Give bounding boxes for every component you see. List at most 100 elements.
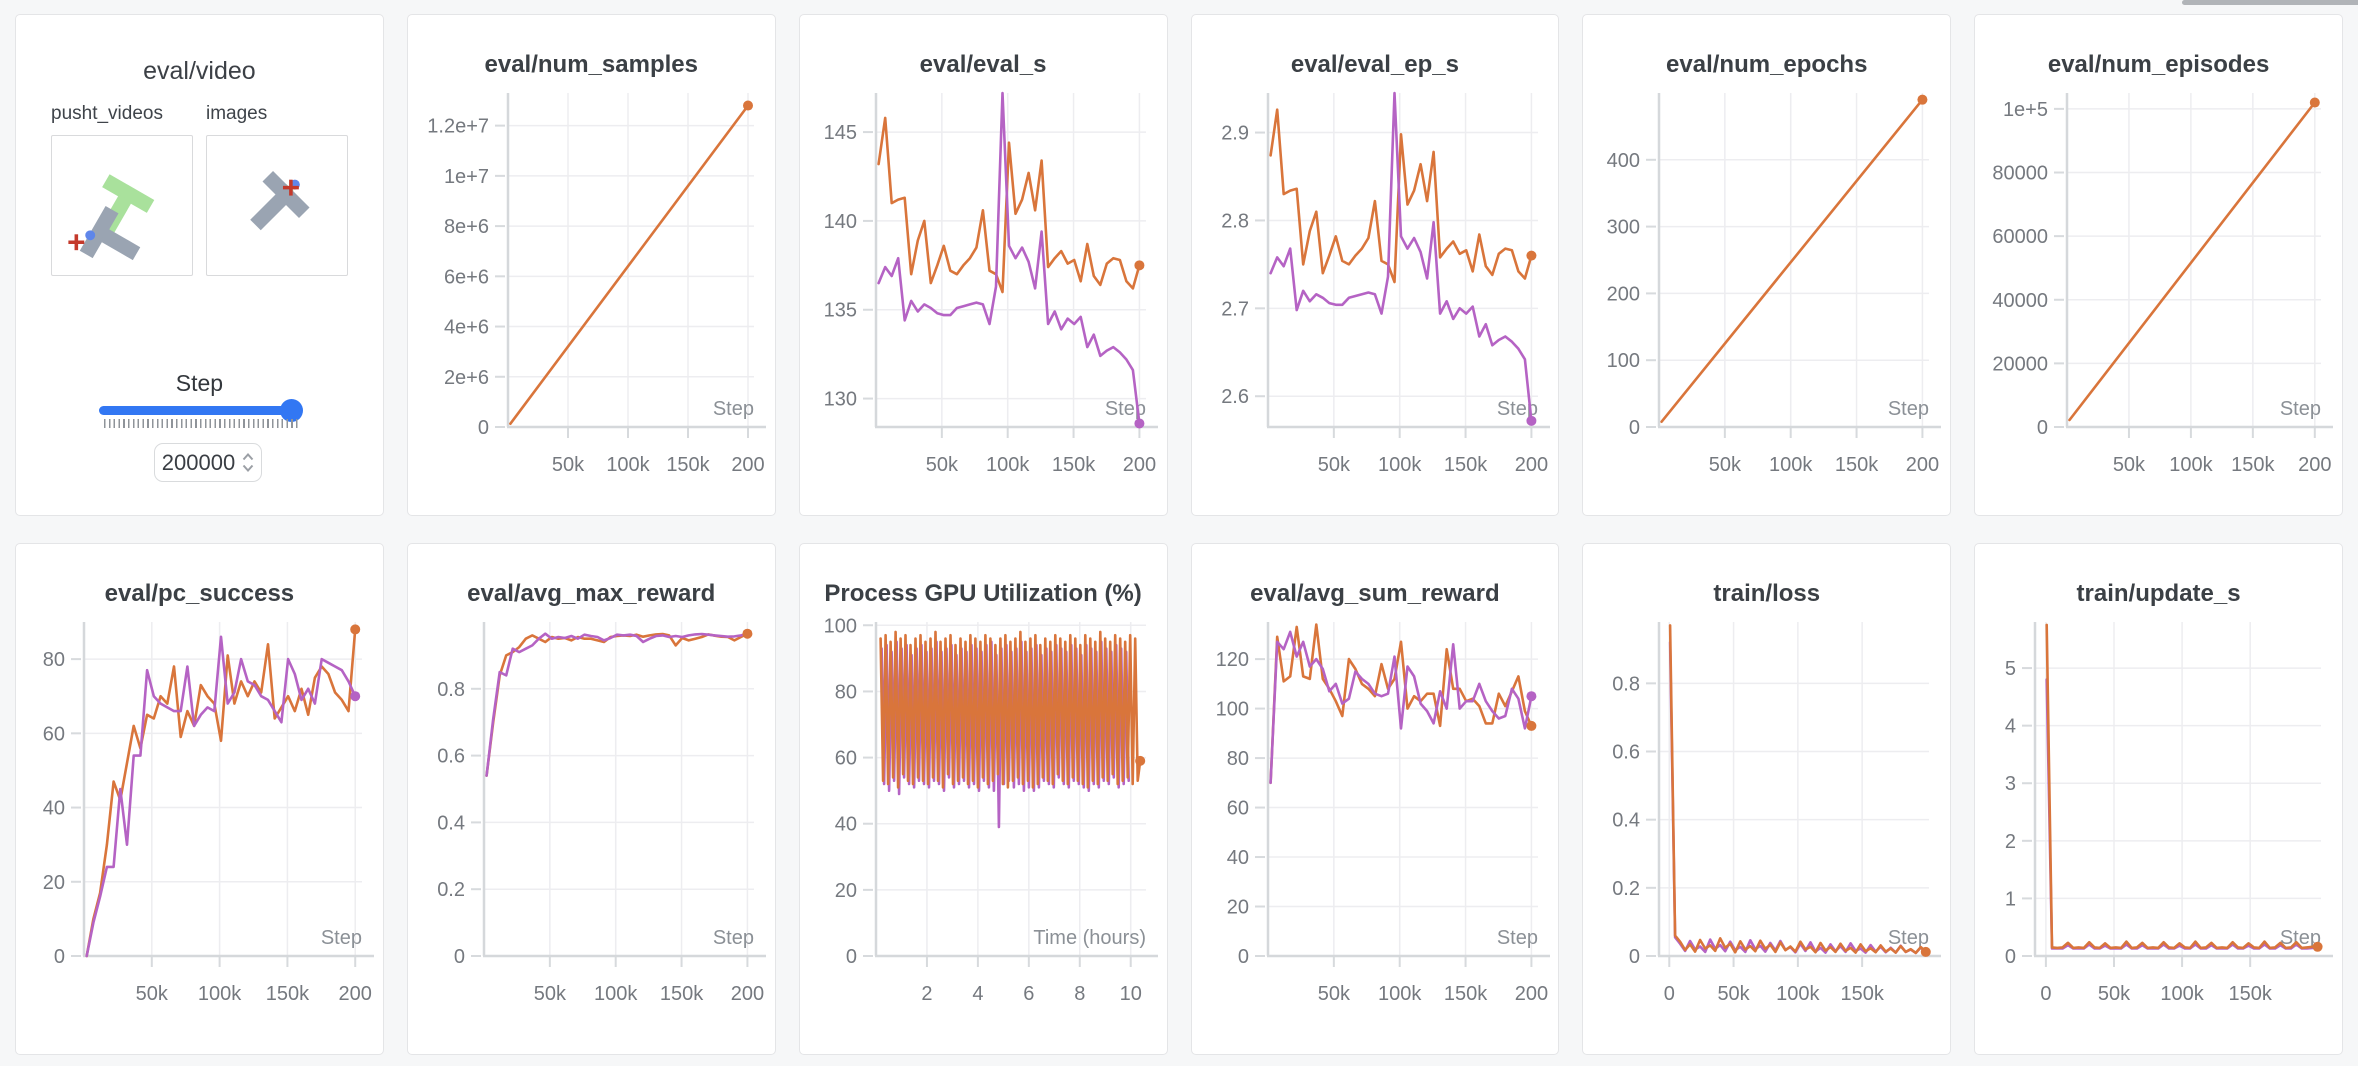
- svg-text:Step: Step: [2280, 927, 2321, 949]
- svg-text:150k: 150k: [1841, 983, 1885, 1005]
- svg-text:100k: 100k: [1378, 454, 1422, 476]
- svg-text:50k: 50k: [1709, 454, 1742, 476]
- svg-text:0: 0: [478, 417, 489, 439]
- svg-text:Step: Step: [713, 927, 754, 949]
- svg-text:8: 8: [1074, 983, 1085, 1005]
- svg-text:2e+6: 2e+6: [444, 367, 489, 389]
- chart-eval-num-epochs[interactable]: 0 100 200 300 400 50k 100k 150k 200 Step: [1583, 81, 1951, 493]
- svg-text:40: 40: [834, 814, 856, 836]
- panel-eval-num-epochs: eval/num_epochs 0 100 200 300 400 50k 100k 150k…: [1582, 14, 1952, 516]
- panel-eval-avg-max-reward: eval/avg_max_reward 0 0.2 0.4 0.6 0.8 50k 100k…: [406, 543, 776, 1055]
- svg-text:200: 200: [731, 983, 764, 1005]
- svg-text:4: 4: [972, 983, 983, 1005]
- svg-text:50k: 50k: [2113, 454, 2146, 476]
- step-slider[interactable]: [99, 399, 303, 422]
- svg-text:0.6: 0.6: [1613, 742, 1641, 764]
- panel-process-gpu-utilization: Process GPU Utilization (%) 0 20 40 60 80 100…: [798, 543, 1168, 1055]
- images-thumbnail[interactable]: [206, 135, 348, 276]
- svg-text:130: 130: [823, 389, 856, 411]
- svg-text:4e+6: 4e+6: [444, 317, 489, 339]
- chart-train-loss[interactable]: 0 0.2 0.4 0.6 0.8 0 50k 100k 150k Step: [1583, 610, 1951, 1022]
- svg-text:0: 0: [1629, 946, 1640, 968]
- svg-text:150k: 150k: [1835, 454, 1879, 476]
- step-stepper[interactable]: [242, 453, 254, 472]
- thumbnail-label-images: images: [206, 103, 268, 124]
- svg-text:200: 200: [2298, 454, 2331, 476]
- svg-text:0: 0: [54, 946, 65, 968]
- target-cross-icon: [282, 179, 299, 196]
- svg-text:100k: 100k: [606, 454, 650, 476]
- svg-text:200: 200: [1514, 454, 1547, 476]
- images-scene-image: [250, 170, 310, 231]
- svg-text:1e+7: 1e+7: [444, 166, 489, 188]
- svg-text:2.8: 2.8: [1221, 210, 1249, 232]
- svg-text:Step: Step: [1496, 927, 1537, 949]
- svg-text:50k: 50k: [534, 983, 567, 1005]
- svg-text:40000: 40000: [1993, 290, 2049, 312]
- chart-title: Process GPU Utilization (%): [824, 580, 1142, 607]
- svg-text:50k: 50k: [552, 454, 585, 476]
- panel-train-update-s: train/update_s 0 1 2 3 4 5 0 50k 100k 150k Step: [1974, 543, 2343, 1055]
- scrollbar-thumb[interactable]: [2182, 0, 2358, 5]
- chevron-up-icon[interactable]: [242, 453, 254, 461]
- step-slider-handle[interactable]: [280, 399, 303, 422]
- svg-text:100: 100: [1215, 699, 1248, 721]
- svg-text:0.2: 0.2: [1613, 878, 1641, 900]
- svg-text:0: 0: [1237, 946, 1248, 968]
- svg-text:150k: 150k: [1052, 454, 1096, 476]
- svg-text:2.6: 2.6: [1221, 386, 1249, 408]
- step-input[interactable]: 200000: [154, 443, 262, 482]
- step-input-value: 200000: [161, 449, 236, 475]
- svg-text:0.4: 0.4: [1613, 810, 1641, 832]
- panel-eval-avg-sum-reward: eval/avg_sum_reward 0 20 40 60 80 100 120 50k 10…: [1190, 543, 1560, 1055]
- svg-text:Step: Step: [1888, 398, 1929, 420]
- svg-text:20000: 20000: [1993, 353, 2049, 375]
- target-cross-icon: [68, 234, 85, 251]
- svg-text:150k: 150k: [1443, 983, 1487, 1005]
- chart-eval-num-samples[interactable]: 0 2e+6 4e+6 6e+6 8e+6 1e+7 1.2e+7 50k 100k 150k 20…: [408, 81, 776, 493]
- panel-train-loss: train/loss 0 0.2 0.4 0.6 0.8 0 50k 100k 150k Step: [1582, 543, 1952, 1055]
- chart-eval-avg-max-reward[interactable]: 0 0.2 0.4 0.6 0.8 50k 100k 150k 200 Step: [408, 610, 776, 1022]
- svg-text:Step: Step: [1888, 927, 1929, 949]
- chart-process-gpu-utilization[interactable]: 0 20 40 60 80 100 2 4 6 8 10 Time (hours): [800, 610, 1168, 1022]
- svg-text:0.8: 0.8: [1613, 673, 1641, 695]
- svg-text:120: 120: [1215, 649, 1248, 671]
- svg-text:150k: 150k: [1443, 454, 1487, 476]
- chart-title: eval/num_epochs: [1666, 51, 1868, 78]
- svg-text:40: 40: [1226, 847, 1248, 869]
- svg-text:1.2e+7: 1.2e+7: [427, 116, 489, 138]
- svg-text:50k: 50k: [1317, 983, 1350, 1005]
- agent-dot: [85, 230, 96, 241]
- svg-text:100k: 100k: [1769, 454, 1813, 476]
- pusht-video-thumbnail[interactable]: [51, 135, 193, 276]
- chart-title: eval/pc_success: [104, 580, 295, 607]
- svg-text:0: 0: [1629, 417, 1640, 439]
- svg-text:4: 4: [2005, 716, 2016, 738]
- chart-train-update-s[interactable]: 0 1 2 3 4 5 0 50k 100k 150k Step: [1975, 610, 2343, 1022]
- chart-eval-eval-ep-s[interactable]: 2.6 2.7 2.8 2.9 50k 100k 150k 200 Step: [1192, 81, 1560, 493]
- svg-text:40: 40: [43, 798, 65, 820]
- chart-eval-pc-success[interactable]: 0 20 40 60 80 50k 100k 150k 200 Step: [16, 610, 384, 1022]
- svg-text:20: 20: [1226, 897, 1248, 919]
- svg-text:150k: 150k: [2231, 454, 2275, 476]
- svg-text:200: 200: [1122, 454, 1155, 476]
- svg-text:50k: 50k: [2098, 983, 2131, 1005]
- svg-text:2: 2: [2005, 831, 2016, 853]
- svg-text:6: 6: [1023, 983, 1034, 1005]
- chart-eval-num-episodes[interactable]: 0 20000 40000 60000 80000 1e+5 50k 100k 150k 200 S…: [1975, 81, 2343, 493]
- svg-text:400: 400: [1607, 150, 1640, 172]
- svg-text:50k: 50k: [136, 983, 169, 1005]
- panel-eval-video: eval/video pusht_videos images: [15, 14, 384, 516]
- svg-text:80: 80: [43, 649, 65, 671]
- svg-text:100: 100: [1607, 350, 1640, 372]
- svg-text:150k: 150k: [266, 983, 310, 1005]
- svg-text:60: 60: [43, 723, 65, 745]
- svg-text:20: 20: [834, 880, 856, 902]
- chevron-down-icon[interactable]: [242, 464, 254, 472]
- svg-text:0: 0: [2037, 417, 2048, 439]
- svg-text:Step: Step: [1496, 398, 1537, 420]
- svg-text:200: 200: [1514, 983, 1547, 1005]
- chart-eval-avg-sum-reward[interactable]: 0 20 40 60 80 100 120 50k 100k 150k 200 Step: [1192, 610, 1560, 1022]
